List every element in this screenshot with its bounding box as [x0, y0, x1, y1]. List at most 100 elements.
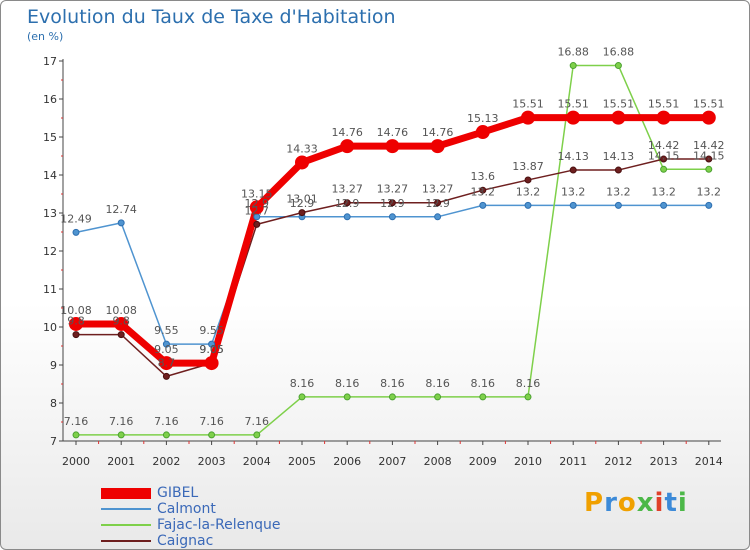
data-point — [434, 199, 442, 207]
data-point — [434, 213, 442, 221]
data-point — [343, 393, 351, 401]
data-point — [705, 165, 713, 173]
x-tick-label: 2007 — [378, 455, 406, 468]
legend-item: Caignac — [101, 533, 281, 549]
x-tick-label: 2013 — [650, 455, 678, 468]
data-label: 12.9 — [245, 197, 270, 210]
chart-subtitle: (en %) — [27, 30, 64, 43]
data-point — [479, 393, 487, 401]
data-label: 7.16 — [109, 415, 134, 428]
data-label: 13.2 — [516, 185, 541, 198]
data-label: 8.16 — [516, 377, 541, 390]
data-point — [159, 356, 174, 371]
data-point — [660, 201, 668, 209]
data-point — [249, 200, 264, 215]
data-point — [72, 431, 80, 439]
legend-label: Caignac — [157, 533, 214, 549]
data-point — [524, 176, 532, 184]
data-point — [566, 110, 581, 125]
data-label: 8.16 — [425, 377, 450, 390]
brand-letter: i — [654, 488, 665, 518]
data-point — [660, 165, 668, 173]
legend-label: Calmont — [157, 501, 216, 517]
data-label: 12.9 — [290, 197, 315, 210]
data-point — [343, 213, 351, 221]
data-point — [114, 316, 129, 331]
data-point — [162, 431, 170, 439]
data-label: 10.08 — [105, 304, 137, 317]
data-label: 14.76 — [377, 126, 409, 139]
data-point — [656, 110, 671, 125]
data-point — [162, 372, 170, 380]
legend-label: GIBEL — [157, 485, 199, 501]
data-label: 13.2 — [606, 185, 631, 198]
x-tick-label: 2001 — [107, 455, 135, 468]
brand-letter: x — [636, 488, 655, 518]
data-label: 14.15 — [693, 149, 725, 162]
data-label: 7.16 — [64, 415, 89, 428]
data-label: 12.7 — [245, 204, 270, 217]
data-label: 14.33 — [286, 142, 318, 155]
y-tick-label: 7 — [50, 435, 57, 448]
legend-item: Fajac-la-Relenque — [101, 517, 281, 533]
data-point — [69, 316, 83, 331]
data-label: 13.27 — [377, 183, 409, 196]
data-point — [162, 340, 170, 348]
data-label: 7.16 — [154, 415, 179, 428]
y-tick-label: 12 — [43, 245, 57, 258]
legend-swatch — [101, 524, 151, 526]
brand-letter: P — [584, 488, 605, 518]
data-point — [614, 166, 622, 174]
data-point — [298, 209, 306, 217]
data-label: 14.42 — [693, 139, 725, 152]
legend-swatch — [101, 487, 151, 499]
data-point — [204, 356, 219, 371]
brand-letter: o — [617, 488, 637, 518]
data-label: 13.2 — [561, 185, 586, 198]
x-tick-label: 2014 — [695, 455, 723, 468]
data-point — [253, 431, 261, 439]
data-point — [521, 110, 535, 125]
data-point — [298, 393, 306, 401]
y-tick-label: 17 — [43, 55, 57, 68]
data-point — [569, 201, 577, 209]
data-point — [569, 166, 577, 174]
data-point — [117, 331, 125, 339]
legend-swatch — [101, 508, 151, 510]
x-tick-label: 2012 — [604, 455, 632, 468]
y-tick-label: 11 — [43, 283, 57, 296]
data-label: 12.9 — [335, 197, 360, 210]
legend-label: Fajac-la-Relenque — [157, 517, 281, 533]
data-label: 8.16 — [290, 377, 315, 390]
y-tick-label: 8 — [50, 397, 57, 410]
data-label: 13.87 — [512, 160, 544, 173]
data-label: 14.13 — [603, 150, 635, 163]
data-label: 15.51 — [557, 98, 589, 111]
data-point — [614, 62, 622, 70]
data-label: 9.55 — [199, 324, 224, 337]
data-label: 9.8 — [112, 315, 130, 328]
data-point — [208, 431, 216, 439]
x-tick-label: 2009 — [469, 455, 497, 468]
data-label: 14.15 — [648, 149, 680, 162]
data-label: 8.16 — [471, 377, 496, 390]
brand-letter: r — [604, 488, 618, 518]
data-point — [614, 201, 622, 209]
data-label: 13.2 — [471, 185, 496, 198]
data-label: 15.13 — [467, 112, 499, 125]
data-label: 9.8 — [67, 315, 85, 328]
data-label: 16.88 — [603, 46, 635, 59]
data-label: 13.6 — [471, 170, 496, 183]
data-label: 14.42 — [648, 139, 680, 152]
data-point — [479, 201, 487, 209]
data-point — [701, 110, 716, 125]
x-tick-label: 2004 — [243, 455, 271, 468]
legend-item: GIBEL — [101, 485, 281, 501]
data-point — [660, 155, 668, 163]
legend-item: Calmont — [101, 501, 281, 517]
y-tick-label: 9 — [50, 359, 57, 372]
legend-swatch — [101, 540, 151, 542]
data-point — [475, 125, 490, 140]
